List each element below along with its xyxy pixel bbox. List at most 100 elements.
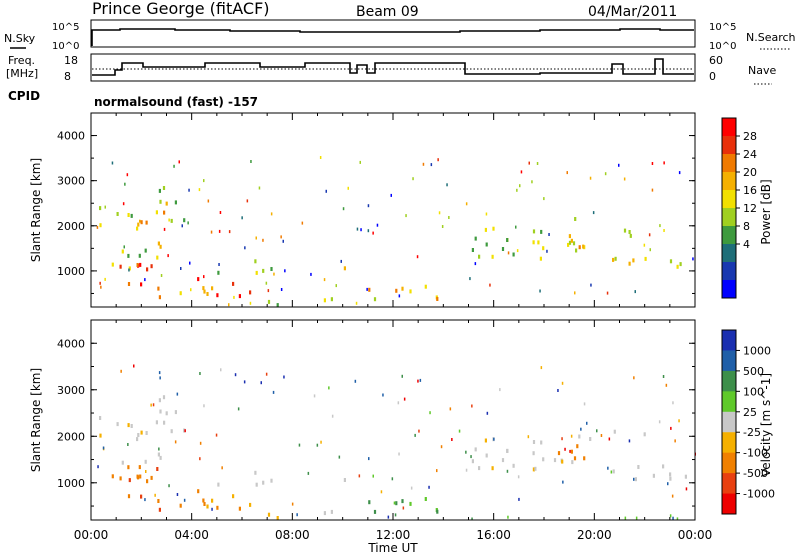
data-cell bbox=[478, 254, 481, 259]
data-cell-noise bbox=[189, 261, 191, 265]
data-cell-noise bbox=[152, 403, 155, 407]
data-cell-noise bbox=[412, 177, 414, 181]
data-cell bbox=[146, 267, 149, 272]
data-cell-noise bbox=[342, 207, 345, 211]
power-ylabel: Slant Range [km] bbox=[29, 158, 43, 262]
data-cell-noise bbox=[124, 182, 126, 186]
data-cell bbox=[532, 440, 536, 444]
data-cell-noise bbox=[215, 433, 218, 437]
data-cell bbox=[401, 286, 404, 291]
data-cell bbox=[127, 465, 130, 470]
colorbar-swatch bbox=[722, 262, 736, 281]
data-cell-noise bbox=[203, 179, 205, 183]
data-cell bbox=[159, 244, 162, 249]
data-cell bbox=[127, 494, 131, 499]
data-cell-noise bbox=[128, 268, 130, 272]
nsky-panel bbox=[90, 19, 696, 48]
data-cell bbox=[684, 474, 687, 479]
data-cell bbox=[436, 297, 439, 301]
data-cell-noise bbox=[651, 188, 654, 192]
data-cell bbox=[542, 246, 545, 251]
data-cell-noise bbox=[380, 490, 383, 494]
data-cell bbox=[144, 459, 147, 464]
data-cell bbox=[574, 217, 577, 221]
data-cell-noise bbox=[180, 267, 182, 270]
data-cell bbox=[471, 459, 474, 464]
data-cell-noise bbox=[665, 383, 668, 387]
data-cell bbox=[158, 295, 161, 300]
data-cell-noise bbox=[376, 223, 379, 227]
data-cell bbox=[395, 288, 398, 293]
colorbar-tick-label: 1000 bbox=[743, 344, 771, 357]
data-cell-noise bbox=[561, 381, 564, 385]
data-cell-noise bbox=[418, 429, 420, 433]
velocity-ylabel: Slant Range [km] bbox=[29, 368, 43, 472]
data-cell-noise bbox=[417, 379, 419, 383]
data-cell-noise bbox=[100, 285, 102, 289]
nsky-label: N.Sky bbox=[4, 32, 36, 45]
data-cell bbox=[643, 432, 646, 437]
data-cell-noise bbox=[438, 211, 441, 215]
colorbar-swatch bbox=[722, 473, 736, 495]
data-cell-noise bbox=[183, 498, 186, 502]
data-cell bbox=[676, 264, 679, 269]
data-cell-noise bbox=[320, 440, 322, 444]
data-cell-noise bbox=[296, 513, 298, 517]
data-cell-noise bbox=[471, 404, 473, 408]
data-cell bbox=[542, 457, 545, 462]
data-cell-noise bbox=[403, 397, 406, 401]
colorbar-swatch bbox=[722, 370, 736, 392]
data-cell-noise bbox=[310, 272, 312, 276]
data-cell-noise bbox=[633, 376, 635, 380]
data-cell bbox=[539, 256, 542, 261]
data-cell-noise bbox=[451, 438, 453, 441]
data-cell bbox=[567, 242, 570, 247]
data-cell-noise bbox=[291, 502, 294, 506]
data-cell-noise bbox=[120, 369, 122, 373]
colorbar-swatch bbox=[722, 244, 736, 263]
data-cell bbox=[634, 477, 637, 482]
data-cell bbox=[206, 504, 209, 509]
data-cell-noise bbox=[228, 230, 231, 234]
data-cell bbox=[270, 478, 273, 483]
data-cell bbox=[217, 270, 220, 275]
data-cell-noise bbox=[507, 251, 510, 255]
colorbar-swatch bbox=[722, 190, 736, 209]
data-cell bbox=[570, 449, 573, 454]
data-cell-noise bbox=[658, 420, 661, 424]
colorbar-tick-label: 24 bbox=[743, 148, 757, 161]
data-cell-noise bbox=[207, 199, 210, 203]
data-cell-noise bbox=[669, 514, 672, 518]
power-panel-frame bbox=[90, 112, 696, 308]
data-cell-noise bbox=[246, 199, 249, 203]
data-cell-noise bbox=[520, 170, 523, 174]
data-cell bbox=[216, 293, 219, 298]
data-cell bbox=[424, 284, 427, 289]
data-cell-noise bbox=[448, 216, 450, 219]
data-cell bbox=[669, 472, 672, 477]
data-cell-noise bbox=[667, 482, 669, 486]
colorbar-tick-label: 100 bbox=[743, 385, 764, 398]
data-cell bbox=[532, 467, 535, 472]
data-cell bbox=[254, 470, 257, 475]
data-cell-noise bbox=[298, 443, 301, 447]
data-cell-noise bbox=[190, 288, 192, 292]
data-cell bbox=[512, 252, 515, 257]
data-cell bbox=[197, 489, 200, 494]
freq-label-2: [MHz] bbox=[6, 67, 38, 80]
data-cell bbox=[485, 453, 488, 458]
data-cell bbox=[679, 262, 682, 267]
data-cell-noise bbox=[536, 162, 539, 165]
colorbar-tick-label: 12 bbox=[743, 202, 757, 215]
data-cell bbox=[170, 218, 173, 223]
data-cell-noise bbox=[604, 172, 607, 176]
data-cell bbox=[165, 201, 168, 206]
data-cell bbox=[136, 226, 139, 231]
data-cell-noise bbox=[372, 474, 374, 478]
y-tick-label: 4000 bbox=[57, 337, 85, 350]
data-cell bbox=[409, 501, 412, 506]
data-cell-noise bbox=[176, 392, 179, 396]
data-cell bbox=[589, 437, 592, 441]
data-cell bbox=[395, 501, 398, 506]
data-cell-noise bbox=[126, 173, 129, 177]
